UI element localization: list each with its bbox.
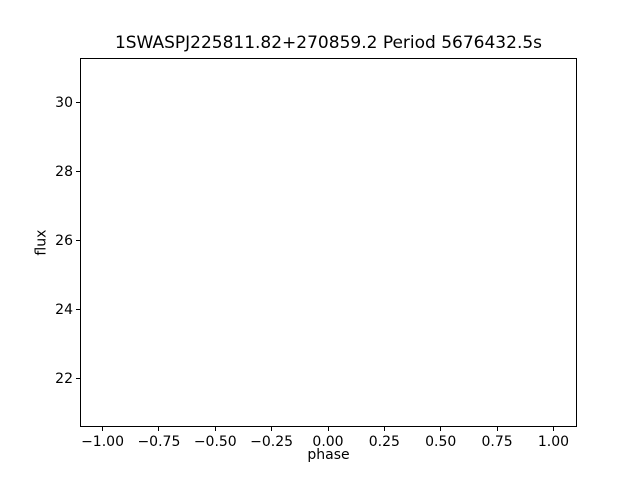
y-axis-label: flux: [33, 229, 50, 256]
x-tick-label: −0.25: [250, 433, 294, 450]
chart-title: 1SWASPJ225811.82+270859.2 Period 5676432…: [114, 33, 543, 53]
x-tick-label: 0.50: [425, 433, 457, 450]
x-tick-label: 1.00: [537, 433, 570, 450]
x-tick-label: −0.75: [137, 433, 181, 450]
plot-frame: [80, 57, 577, 428]
y-tick-label: 28: [55, 163, 73, 180]
x-tick-mark: [496, 427, 498, 432]
y-tick-mark: [76, 240, 80, 242]
x-tick-mark: [102, 427, 104, 432]
y-tick-mark: [76, 378, 80, 380]
x-tick-label: −1.00: [81, 433, 124, 450]
x-tick-mark: [158, 427, 160, 432]
y-tick-label: 30: [55, 94, 73, 111]
x-tick-mark: [327, 427, 329, 432]
y-tick-mark: [76, 102, 80, 103]
x-tick-mark: [214, 427, 216, 432]
x-tick-mark: [271, 427, 273, 432]
x-tick-mark: [440, 427, 442, 432]
y-tick-mark: [76, 171, 80, 173]
y-tick-mark: [76, 309, 80, 311]
x-tick-label: 0.25: [368, 433, 400, 450]
y-tick-label: 26: [55, 232, 73, 249]
x-tick-label: 0.75: [481, 433, 513, 450]
x-axis-label: phase: [307, 447, 350, 463]
x-tick-mark: [383, 427, 385, 432]
x-tick-label: −0.50: [193, 433, 237, 450]
y-tick-label: 24: [55, 301, 73, 318]
x-tick-label: 0.00: [312, 433, 344, 450]
x-tick-mark: [552, 427, 554, 432]
y-tick-label: 22: [55, 370, 73, 387]
